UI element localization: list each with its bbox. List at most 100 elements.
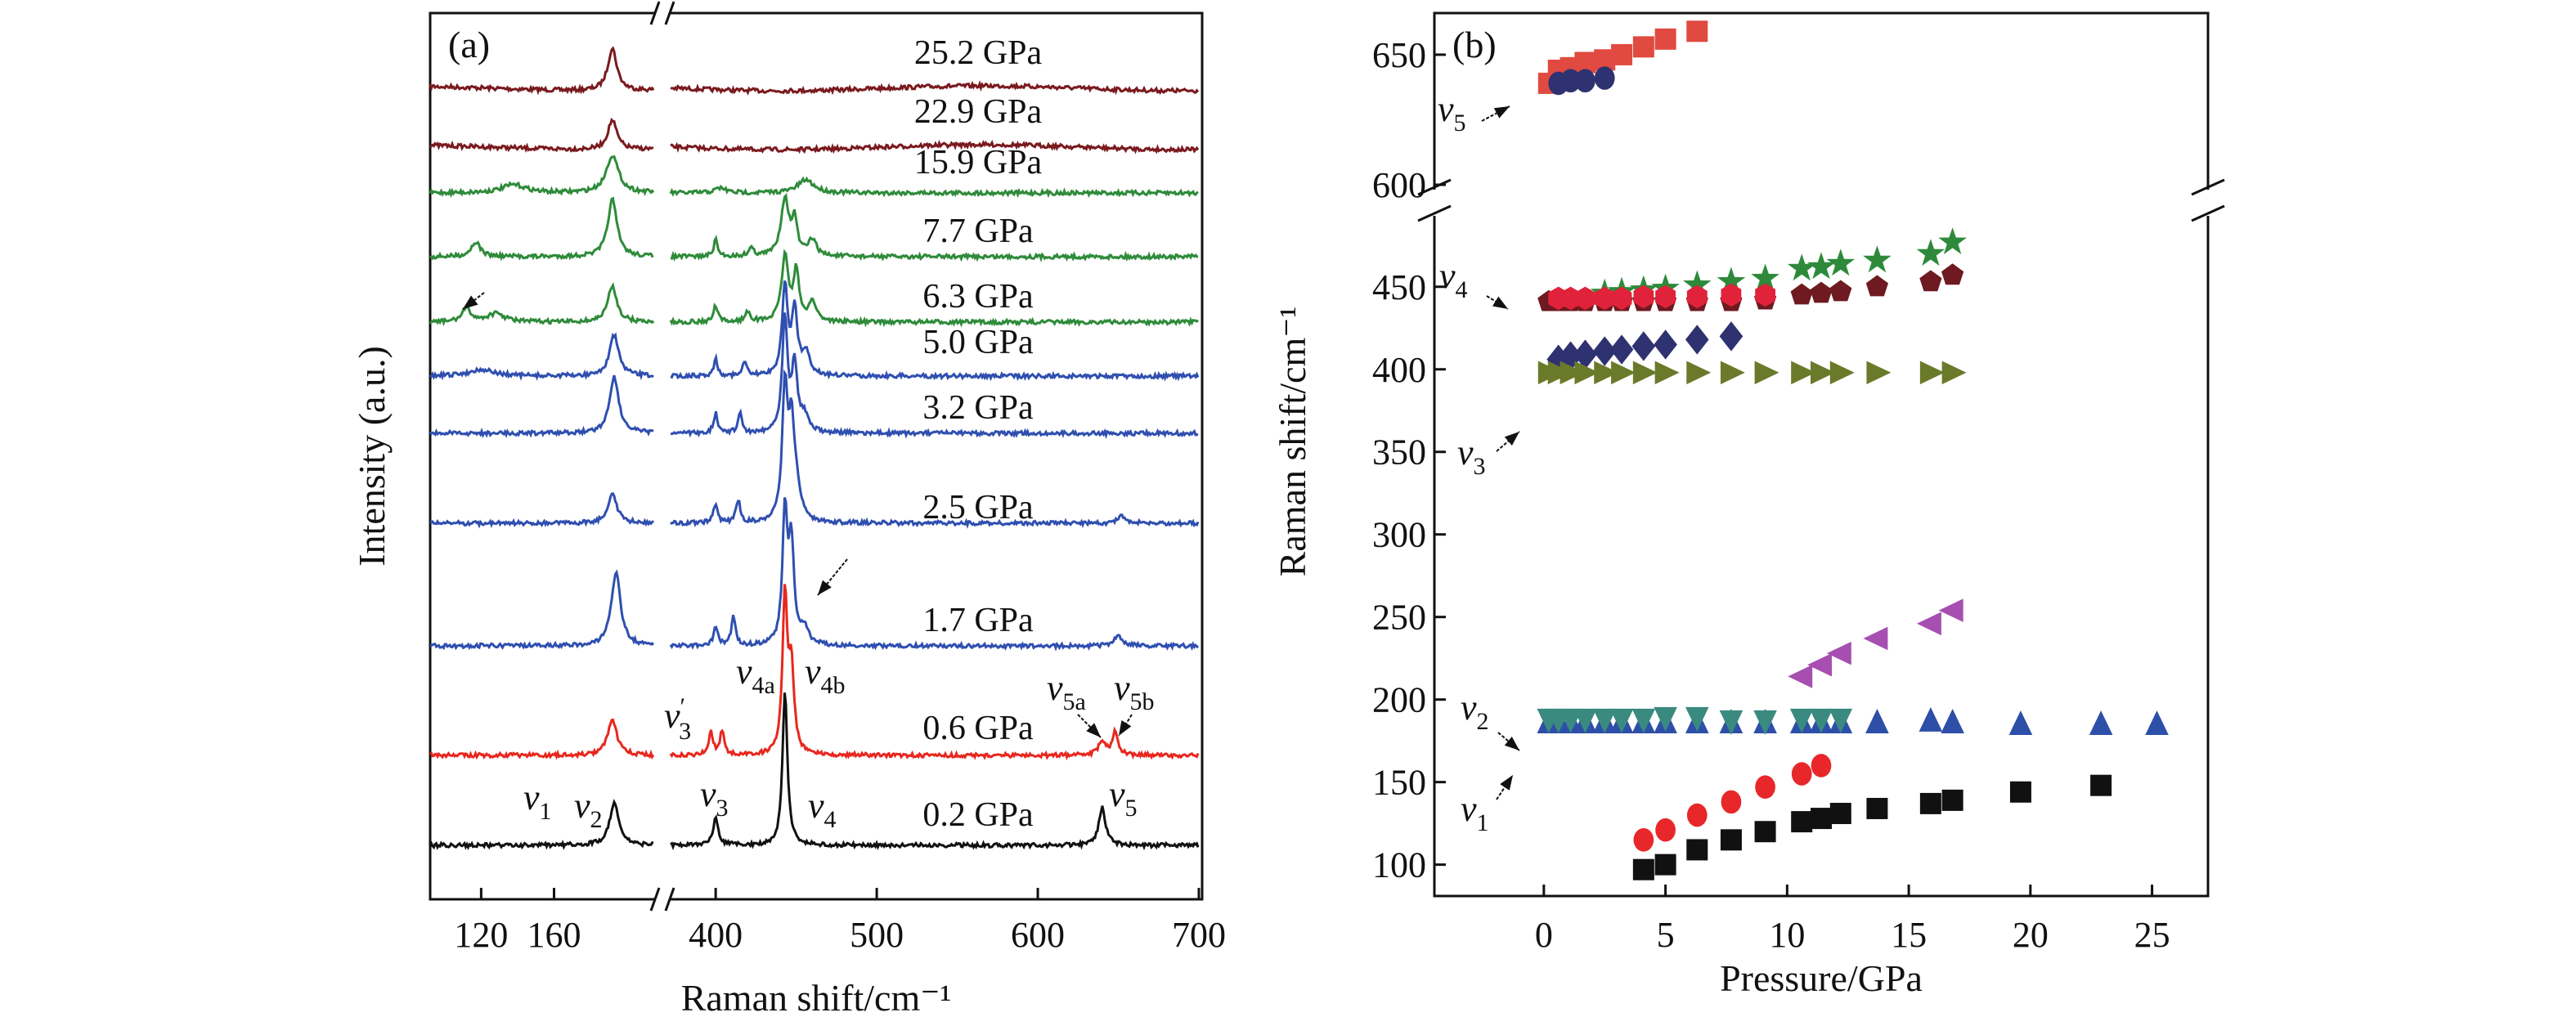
spectrum-line — [669, 497, 1200, 652]
x-tick-label: 120 — [454, 915, 508, 955]
data-point-triangle-down — [1685, 706, 1709, 732]
series-circle-10 — [1633, 754, 1832, 852]
x-tick-label: 10 — [1769, 915, 1805, 955]
data-point-circle — [1811, 754, 1832, 777]
x-tick-label: 500 — [850, 915, 904, 955]
spectrum-pressure-label: 15.9 GPa — [914, 144, 1043, 181]
data-point-triangle-up — [2089, 710, 2113, 735]
arrow-v1-head — [1500, 775, 1513, 791]
spectrum-line — [670, 312, 1199, 440]
data-point-square — [1654, 28, 1676, 50]
spectrum-pressure-label: 3.2 GPa — [922, 389, 1034, 427]
data-point-diamond — [1654, 329, 1677, 360]
data-point-triangle-down — [1609, 708, 1634, 733]
data-point-square — [1941, 789, 1963, 811]
arrow-v5-head — [1493, 106, 1510, 119]
data-point-triangle-right — [1574, 361, 1600, 385]
spectrum-line — [429, 569, 655, 651]
spectrum-line — [429, 46, 655, 96]
data-point-square — [1829, 803, 1851, 825]
data-point-triangle-right — [1594, 361, 1619, 385]
data-point-square — [2009, 781, 2031, 803]
spectrum-line — [669, 249, 1199, 328]
axis-break-gap — [1423, 190, 1446, 216]
spectrum-pressure-label: 6.3 GPa — [922, 278, 1034, 316]
x-tick-label: 25 — [2134, 915, 2170, 955]
mode-label-v3: v3 — [1457, 432, 1486, 480]
data-point-diamond — [1685, 325, 1709, 355]
data-point-circle — [1721, 790, 1742, 814]
y-tick-label: 650 — [1372, 35, 1426, 75]
data-point-hexagon — [1655, 285, 1676, 309]
spectrum-pressure-label: 0.2 GPa — [922, 796, 1034, 834]
mode-label-v3-prime: v′ 3 — [664, 693, 691, 745]
data-point-hexagon — [1594, 286, 1615, 311]
data-point-square — [1632, 858, 1654, 880]
plot-frame-b — [1433, 11, 2210, 898]
data-point-triangle-up — [1941, 709, 1964, 733]
data-point-pentagon — [1919, 270, 1942, 292]
data-point-diamond — [1609, 334, 1634, 365]
data-point-triangle-right — [1811, 361, 1835, 385]
mode-label-v5a: v5a — [1047, 668, 1086, 715]
arrow-v4-head — [1492, 296, 1508, 309]
data-point-star — [1938, 227, 1967, 254]
arrow-v5a-head — [1086, 723, 1101, 737]
data-point-star — [1787, 253, 1816, 281]
spectrum-line — [669, 584, 1200, 761]
data-point-triangle-left — [1916, 612, 1941, 636]
data-point-hexagon — [1575, 286, 1595, 311]
data-point-star — [1683, 270, 1712, 298]
axis-break-mark — [2191, 178, 2225, 196]
axis-break-mark — [1417, 204, 1452, 222]
spectrum-line — [670, 139, 1200, 155]
series-square-0 — [1537, 20, 1708, 94]
y-axis-label: Intensity (a.u.) — [351, 346, 393, 567]
axis-break-mark — [1417, 178, 1452, 196]
data-point-triangle-up — [1865, 709, 1889, 733]
axis-break-gap — [656, 888, 669, 911]
spectrum-0-6-GPa — [429, 584, 1200, 761]
mode-label-v4: v4 — [1439, 256, 1468, 303]
series-triangle-left-7 — [1788, 598, 1963, 688]
spectrum-pressure-label: 1.7 GPa — [922, 602, 1034, 639]
mode-label-v2: v2 — [574, 786, 603, 833]
data-point-pentagon — [1790, 283, 1813, 305]
axis-break-mark — [664, 887, 675, 912]
spectrum-line — [429, 718, 655, 760]
axis-break-mark — [664, 1, 675, 25]
data-point-triangle-right — [1686, 361, 1712, 385]
y-tick-label: 250 — [1372, 598, 1426, 638]
series-triangle-right-6 — [1537, 361, 1967, 385]
data-point-triangle-down — [1631, 708, 1656, 733]
arrow-v3-head — [1504, 432, 1519, 446]
spectrum-0-2-GPa — [429, 692, 1200, 851]
data-point-star — [1863, 245, 1892, 273]
data-point-square — [1686, 839, 1708, 861]
data-point-circle — [1655, 818, 1676, 842]
data-point-star — [1916, 239, 1945, 267]
spectrum-line — [670, 280, 1200, 382]
y-tick-label: 100 — [1372, 845, 1426, 885]
spectrum-line — [669, 176, 1199, 199]
data-point-triangle-down — [1592, 708, 1617, 733]
data-point-triangle-left — [1826, 641, 1851, 665]
data-point-triangle-up — [1919, 707, 1943, 732]
mode-label-v5b: v5b — [1114, 668, 1155, 715]
data-point-triangle-right — [1720, 361, 1745, 385]
data-point-triangle-up — [2008, 710, 2033, 735]
axis-break-mark — [649, 1, 661, 25]
y-tick-label: 400 — [1372, 350, 1426, 390]
spectrum-line — [670, 192, 1199, 262]
mode-label-v4: v4 — [808, 786, 837, 833]
y-tick-label: 350 — [1372, 432, 1426, 473]
panel-label-b: (b) — [1452, 24, 1497, 65]
mode-label-v1: v1 — [1461, 789, 1489, 836]
spectrum-line — [429, 196, 654, 262]
data-point-square — [1654, 854, 1676, 876]
data-point-star — [1751, 263, 1779, 291]
spectrum-7-7-GPa — [429, 192, 1199, 262]
spectrum-pressure-label: 25.2 GPa — [914, 34, 1043, 72]
x-tick-label: 600 — [1011, 915, 1065, 955]
spectrum-25-2-GPa — [429, 46, 1200, 96]
